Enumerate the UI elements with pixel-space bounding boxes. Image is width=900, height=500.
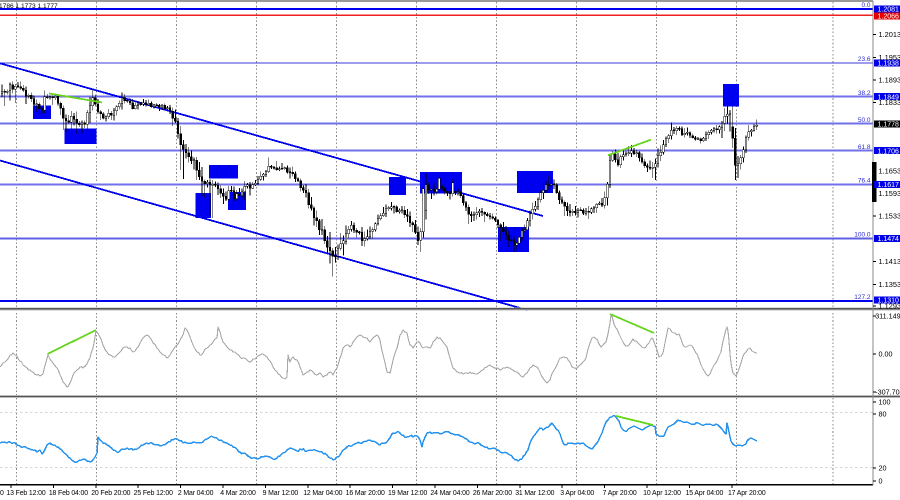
svg-text:1.1778: 1.1778 — [878, 122, 900, 129]
svg-text:3 Apr 04:00: 3 Apr 04:00 — [560, 490, 594, 497]
svg-text:1.1938: 1.1938 — [878, 61, 900, 68]
svg-text:127.2: 127.2 — [854, 294, 871, 301]
svg-text:1.1893: 1.1893 — [879, 76, 900, 85]
svg-text:26 Mar 20:00: 26 Mar 20:00 — [473, 490, 512, 497]
svg-text:0: 0 — [0, 490, 4, 497]
svg-text:1.1310: 1.1310 — [878, 298, 900, 305]
svg-text:80: 80 — [879, 409, 887, 418]
svg-text:2 Mar 04:00: 2 Mar 04:00 — [178, 490, 214, 497]
svg-text:13 Feb 12:00: 13 Feb 12:00 — [6, 490, 45, 497]
svg-text:50.0: 50.0 — [858, 117, 871, 124]
svg-text:1.1353: 1.1353 — [879, 280, 900, 289]
svg-text:-307.704: -307.704 — [875, 388, 900, 397]
svg-text:25 Feb 12:00: 25 Feb 12:00 — [134, 490, 173, 497]
svg-text:1.1474: 1.1474 — [878, 236, 900, 243]
svg-text:1.2081: 1.2081 — [878, 7, 900, 14]
svg-text:20 Feb 20:00: 20 Feb 20:00 — [91, 490, 130, 497]
svg-text:61.8: 61.8 — [858, 144, 871, 151]
svg-text:24 Mar 04:00: 24 Mar 04:00 — [430, 490, 469, 497]
svg-text:100.0: 100.0 — [854, 232, 871, 239]
svg-text:1.1849: 1.1849 — [878, 94, 900, 101]
svg-text:38.2: 38.2 — [858, 90, 871, 97]
svg-text:1.1953: 1.1953 — [879, 53, 900, 62]
svg-text:1.1617: 1.1617 — [878, 182, 900, 189]
svg-text:0.00: 0.00 — [879, 350, 893, 359]
svg-text:1.1593: 1.1593 — [879, 189, 900, 198]
svg-text:20: 20 — [879, 463, 887, 472]
svg-text:1.1413: 1.1413 — [879, 257, 900, 266]
svg-text:1.1293: 1.1293 — [879, 302, 900, 311]
svg-text:23.6: 23.6 — [858, 56, 871, 63]
svg-text:9 Mar 12:00: 9 Mar 12:00 — [263, 490, 299, 497]
svg-text:12 Mar 04:00: 12 Mar 04:00 — [303, 490, 342, 497]
svg-text:76.4: 76.4 — [858, 178, 871, 185]
svg-text:1.1833: 1.1833 — [879, 98, 900, 107]
svg-text:1.2066: 1.2066 — [878, 13, 900, 20]
svg-text:311.1497: 311.1497 — [875, 312, 900, 321]
svg-text:7 Apr 20:00: 7 Apr 20:00 — [603, 490, 637, 497]
svg-text:18 Feb 04:00: 18 Feb 04:00 — [49, 490, 88, 497]
svg-text:1.1653: 1.1653 — [879, 166, 900, 175]
svg-text:15 Apr 04:00: 15 Apr 04:00 — [686, 490, 724, 497]
svg-text:1.2013: 1.2013 — [879, 30, 900, 39]
svg-text:17 Apr 20:00: 17 Apr 20:00 — [728, 490, 766, 497]
svg-text:0: 0 — [879, 476, 883, 485]
svg-text:10 Apr 12:00: 10 Apr 12:00 — [643, 490, 681, 497]
svg-text:19 Mar 12:00: 19 Mar 12:00 — [388, 490, 427, 497]
svg-text:16 Mar 20:00: 16 Mar 20:00 — [346, 490, 385, 497]
svg-text:100: 100 — [879, 398, 891, 407]
svg-text:1.1533: 1.1533 — [879, 212, 900, 221]
svg-text:1.1786 1.1773 1.1777: 1.1786 1.1773 1.1777 — [0, 3, 58, 10]
svg-text:1.1706: 1.1706 — [878, 148, 900, 155]
svg-text:31 Mar 12:00: 31 Mar 12:00 — [515, 490, 554, 497]
svg-text:4 Mar 20:00: 4 Mar 20:00 — [220, 490, 256, 497]
svg-text:0.0: 0.0 — [861, 2, 870, 9]
